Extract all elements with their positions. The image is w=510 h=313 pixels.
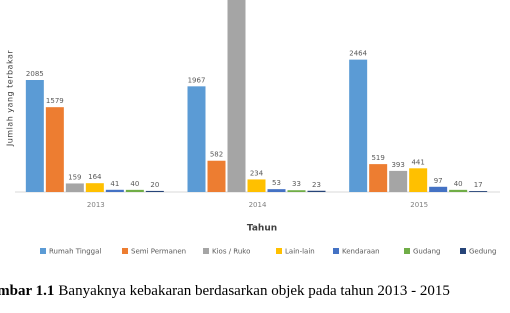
bar — [85, 183, 104, 192]
bar — [25, 80, 44, 192]
x-tick-label: 2015 — [410, 201, 428, 209]
legend-swatch — [404, 248, 410, 254]
caption-label: Gambar 1.1 — [0, 283, 54, 299]
legend-swatch — [122, 248, 128, 254]
data-label: 441 — [411, 158, 424, 166]
legend-label: Kendaraan — [342, 248, 380, 256]
bar — [65, 183, 84, 192]
x-axis-label: Tahun — [247, 224, 277, 234]
bar — [227, 0, 246, 192]
bar — [409, 168, 428, 192]
data-label: 53 — [272, 179, 281, 187]
bar — [267, 189, 286, 192]
data-label: 40 — [454, 180, 463, 188]
data-label: 2464 — [349, 50, 367, 58]
bar — [287, 190, 306, 192]
data-label: 159 — [68, 173, 81, 181]
data-label: 41 — [110, 180, 119, 188]
data-label: 519 — [371, 154, 384, 162]
bar — [349, 59, 368, 192]
legend-label: Kios / Ruko — [212, 248, 250, 256]
legend-swatch — [460, 248, 466, 254]
data-label: 164 — [88, 173, 102, 181]
data-label: 23 — [312, 181, 321, 189]
x-tick-label: 2013 — [87, 201, 105, 209]
data-label: 33 — [292, 180, 301, 188]
y-axis-label: Jumlah yang terbakar — [6, 50, 15, 148]
x-tick-label: 2014 — [249, 201, 267, 209]
data-label: 234 — [250, 169, 264, 177]
bar — [45, 107, 64, 192]
bar — [389, 170, 408, 192]
bar — [369, 164, 388, 192]
data-label: 20 — [150, 181, 159, 189]
bar — [307, 190, 326, 192]
data-label: 582 — [210, 151, 223, 159]
data-label: 1579 — [46, 97, 64, 105]
data-label: 17 — [474, 181, 483, 189]
legend-label: Rumah Tinggal — [49, 248, 101, 256]
legend-swatch — [276, 248, 282, 254]
bar — [449, 189, 468, 192]
data-label: 97 — [434, 177, 443, 185]
bar — [429, 186, 448, 192]
data-label: 2085 — [26, 70, 44, 78]
caption-text: Banyaknya kebakaran berdasarkan objek pa… — [58, 283, 450, 299]
legend-label: Lain-lain — [285, 248, 315, 256]
data-label: 40 — [130, 180, 139, 188]
bar — [187, 86, 206, 192]
legend-swatch — [203, 248, 209, 254]
legend-label: Gudang — [413, 248, 440, 256]
data-label: 393 — [391, 161, 404, 169]
bar — [247, 179, 266, 192]
legend-label: Gedung — [469, 248, 497, 256]
data-label: 1967 — [188, 76, 206, 84]
bar — [125, 189, 144, 192]
legend-swatch — [333, 248, 339, 254]
legend-label: Semi Permanen — [131, 248, 186, 256]
bar — [145, 190, 164, 192]
bar — [105, 189, 124, 192]
legend-swatch — [40, 248, 46, 254]
bar — [207, 160, 226, 192]
bar — [469, 191, 488, 192]
